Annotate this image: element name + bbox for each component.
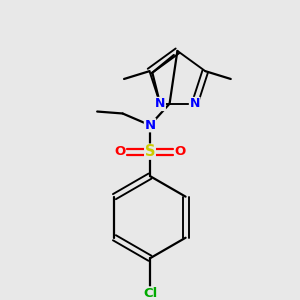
Text: N: N — [155, 98, 165, 110]
Text: S: S — [145, 144, 155, 159]
Text: Cl: Cl — [143, 287, 157, 300]
Text: O: O — [114, 145, 125, 158]
Text: O: O — [175, 145, 186, 158]
Text: N: N — [190, 98, 200, 110]
Text: N: N — [144, 119, 156, 132]
